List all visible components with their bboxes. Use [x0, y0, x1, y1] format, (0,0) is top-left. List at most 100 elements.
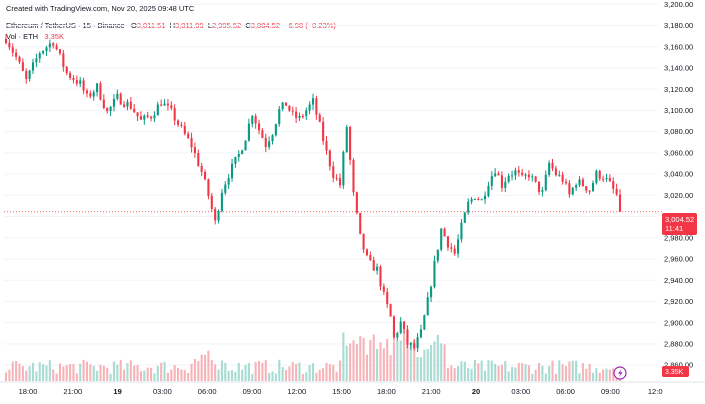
- last-price-badge-bg: [662, 213, 697, 235]
- candle-body: [45, 47, 48, 51]
- candle-body: [382, 286, 385, 292]
- candle-body: [143, 115, 146, 120]
- volume-label[interactable]: Vol · ETH: [6, 32, 39, 41]
- volume-bar: [426, 348, 429, 381]
- price-axis[interactable]: 2,860.00 2,880.00 2,900.00 2,920.00 2,940.00…: [664, 0, 693, 370]
- volume-bar: [338, 360, 342, 381]
- volume-bar: [261, 362, 264, 381]
- candle-body: [419, 329, 423, 338]
- volume-bar: [75, 373, 78, 381]
- volume-bar: [575, 360, 578, 381]
- candle-body: [386, 291, 389, 305]
- volume-bar: [416, 357, 419, 381]
- candle-body: [197, 152, 200, 166]
- volume-bar: [278, 359, 281, 381]
- candle-body: [116, 93, 119, 99]
- candle-body: [591, 182, 595, 192]
- volume-bar: [15, 361, 18, 381]
- candle-body: [18, 56, 21, 63]
- bolt-icon[interactable]: [613, 366, 627, 380]
- candle-body: [291, 110, 294, 112]
- candle-body: [409, 343, 412, 345]
- candle-body: [423, 315, 426, 330]
- volume-bar: [230, 370, 234, 381]
- candle-body: [396, 333, 399, 338]
- candle-body: [571, 187, 574, 195]
- volume-bar: [298, 362, 301, 381]
- volume-bar: [217, 369, 220, 381]
- candle-body: [389, 304, 392, 317]
- price-tick-label: 3,040.00: [664, 170, 693, 179]
- volume-bar: [510, 367, 514, 381]
- candle-body: [426, 297, 429, 316]
- candle-body: [484, 195, 487, 200]
- candle-body: [150, 116, 153, 119]
- price-tick-label: 3,100.00: [664, 106, 693, 115]
- volume-bar: [214, 364, 217, 381]
- volume-bar: [55, 373, 58, 381]
- candle-body: [433, 260, 436, 287]
- candle-body: [166, 103, 169, 106]
- candle-body: [470, 199, 473, 202]
- candle-body: [183, 125, 186, 134]
- volume-bar: [207, 350, 210, 381]
- candle-body: [62, 53, 65, 67]
- candle-body: [190, 137, 193, 148]
- candle-body: [480, 199, 483, 201]
- candle-body: [173, 108, 176, 121]
- volume-bar: [534, 369, 537, 381]
- candle-body: [237, 154, 240, 157]
- candle-body: [75, 80, 78, 84]
- time-tick-label: 15:00: [332, 387, 351, 396]
- volume-bar: [463, 361, 466, 381]
- candle-body: [153, 115, 156, 119]
- volume-bar: [79, 363, 82, 381]
- volume-bar: [392, 341, 396, 381]
- candle-body: [301, 116, 304, 118]
- volume-bar: [318, 369, 321, 381]
- candle-body: [92, 92, 95, 97]
- volume-bar: [446, 368, 449, 381]
- candle-body: [11, 47, 14, 53]
- candle-body: [271, 135, 274, 142]
- volume-bar: [355, 344, 358, 381]
- time-tick-label: 21:00: [63, 387, 82, 396]
- candle-body: [146, 115, 149, 117]
- candle-body: [35, 58, 38, 63]
- volume-bar: [440, 343, 443, 381]
- candle-body: [338, 178, 342, 186]
- candle-body: [102, 99, 105, 109]
- time-tick-label: 20: [472, 387, 480, 396]
- candle-body: [558, 174, 561, 176]
- candle-body: [163, 103, 166, 106]
- volume-bar: [443, 344, 446, 381]
- candle-body: [200, 165, 203, 172]
- volume-bar: [500, 364, 503, 381]
- candle-body: [160, 104, 163, 106]
- volume-bar: [365, 354, 369, 381]
- candle-body: [561, 174, 564, 182]
- candle-body: [25, 70, 28, 79]
- candle-body: [490, 176, 493, 186]
- volume-bar: [551, 360, 554, 381]
- time-axis[interactable]: 18:00 21:00 19 03:00 06:00 09:00 12:00 15:00 18:…: [0, 381, 705, 396]
- candle-body: [234, 156, 237, 164]
- time-tick-label: 19: [113, 387, 121, 396]
- candle-body: [31, 62, 35, 71]
- candle-body: [315, 98, 318, 115]
- candle-body: [123, 104, 126, 107]
- volume-legend: Vol · ETH 3.35K: [6, 32, 64, 41]
- candle-body: [187, 133, 190, 138]
- candle-body: [376, 266, 379, 271]
- volume-bar: [268, 372, 271, 381]
- volume-bar: [605, 368, 608, 381]
- volume-bar: [362, 338, 365, 381]
- volume-bar: [234, 371, 237, 381]
- candle-body: [220, 192, 223, 211]
- created-caption: Created with TradingView.com, Nov 20, 20…: [6, 4, 195, 13]
- price-tick-label: 2,940.00: [664, 276, 693, 285]
- price-tick-label: 3,080.00: [664, 127, 693, 136]
- volume-bar: [123, 369, 126, 381]
- candle-body: [430, 286, 433, 298]
